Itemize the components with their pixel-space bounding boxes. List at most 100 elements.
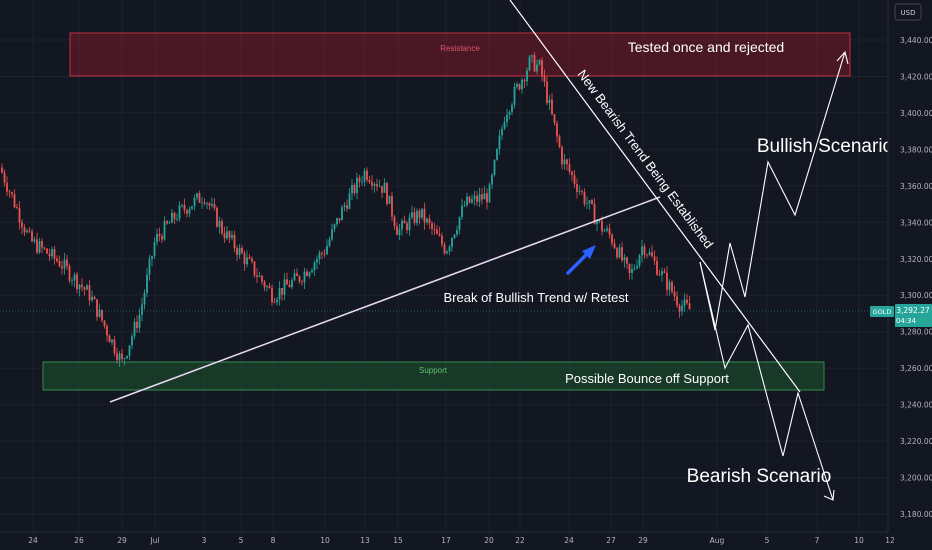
candle <box>123 357 126 366</box>
time-axis[interactable]: 24 26 29 Jul 3 5 8 10 13 15 17 20 22 24 27 29 Aug 5 7 10 12 <box>0 531 932 550</box>
candle <box>676 291 678 308</box>
candle <box>503 116 506 130</box>
candle <box>281 288 283 301</box>
price-axis[interactable]: 3,440.00 3,420.00 3,400.00 3,380.00 3,360.00… <box>887 0 932 532</box>
candle <box>508 110 511 120</box>
bearish-scenario-annotation[interactable]: Bearish Scenario <box>687 466 832 487</box>
candle <box>423 202 426 230</box>
candle <box>498 129 501 155</box>
candle <box>316 255 318 270</box>
candle <box>156 228 158 246</box>
support-zone[interactable]: Support <box>42 361 825 391</box>
candle <box>211 197 213 209</box>
candle <box>561 144 563 170</box>
resistance-label: Resistance <box>440 44 480 53</box>
candle <box>456 225 458 237</box>
candle <box>628 263 631 280</box>
break-bullish-trend-annotation[interactable]: Break of Bullish Trend w/ Retest <box>444 290 629 305</box>
candle <box>166 219 168 225</box>
candle <box>71 277 73 286</box>
bearish-trendline[interactable] <box>509 0 801 393</box>
candle <box>103 320 106 329</box>
candle <box>371 174 373 191</box>
candle <box>273 297 276 304</box>
candle <box>341 204 343 221</box>
candle <box>363 168 366 187</box>
candle <box>16 203 18 210</box>
bearish-scenario-path[interactable] <box>699 261 834 501</box>
candle <box>36 232 38 255</box>
bullish-scenario-annotation[interactable]: Bullish Scenario <box>757 136 893 157</box>
candle <box>436 225 438 235</box>
price-tick-label: 3,320.00 <box>900 255 932 264</box>
candle <box>241 245 243 254</box>
tested-rejected-annotation[interactable]: Tested once and rejected <box>628 39 784 55</box>
candle <box>388 195 391 205</box>
retest-arrow[interactable] <box>566 245 596 275</box>
candle <box>53 245 56 265</box>
candle <box>146 268 148 297</box>
candle <box>636 259 638 270</box>
candle <box>546 76 548 105</box>
candle <box>268 282 271 289</box>
price-tick-label: 3,340.00 <box>900 218 932 227</box>
candle <box>396 222 398 236</box>
candle <box>616 246 618 260</box>
candle <box>466 192 468 208</box>
candle <box>641 239 643 263</box>
candle <box>378 180 381 188</box>
candle <box>656 256 658 276</box>
price-tick-label: 3,200.00 <box>900 474 932 483</box>
candle <box>26 228 28 234</box>
candle <box>563 153 566 170</box>
candle <box>418 208 421 225</box>
resistance-zone[interactable]: Resistance <box>69 32 851 77</box>
candle <box>358 174 361 188</box>
bullish-scenario-path[interactable] <box>699 51 846 331</box>
candle <box>491 172 493 190</box>
time-tick-label: 17 <box>441 536 451 545</box>
candle <box>61 260 63 275</box>
candle <box>481 188 483 205</box>
time-tick-label: 10 <box>854 536 864 545</box>
time-tick-label: 24 <box>28 536 38 545</box>
candle <box>381 186 383 199</box>
price-tick-label: 3,260.00 <box>900 364 932 373</box>
candle <box>368 175 371 184</box>
bounce-support-annotation[interactable]: Possible Bounce off Support <box>565 371 729 386</box>
candle <box>128 345 131 361</box>
candle <box>113 336 116 357</box>
candle <box>188 206 191 218</box>
candle <box>63 252 66 275</box>
candle <box>361 175 363 186</box>
time-tick-label: 29 <box>638 536 648 545</box>
currency-button[interactable]: USD <box>894 3 922 21</box>
candle <box>598 220 601 224</box>
price-tick-label: 3,420.00 <box>900 72 932 81</box>
current-price-label: 3,292.27 <box>896 306 930 315</box>
candle <box>383 178 386 193</box>
candle <box>663 268 666 274</box>
candle <box>171 209 173 224</box>
candle <box>23 224 26 237</box>
candle <box>243 250 246 271</box>
candle <box>33 236 36 244</box>
candle <box>463 200 466 207</box>
candle <box>401 218 403 236</box>
candle <box>541 57 543 82</box>
candle <box>461 198 463 221</box>
candle <box>573 170 576 189</box>
candle <box>258 271 261 278</box>
time-tick-label: Jul <box>149 536 159 545</box>
bullish-trendline[interactable] <box>109 196 661 403</box>
time-tick-label: 5 <box>239 536 244 545</box>
candle <box>203 198 206 206</box>
candle <box>646 253 648 259</box>
candle <box>618 244 621 259</box>
candle <box>501 124 503 141</box>
time-tick-label: 3 <box>202 536 207 545</box>
candle <box>221 218 223 236</box>
candle <box>8 189 11 198</box>
time-tick-label: 10 <box>320 536 330 545</box>
